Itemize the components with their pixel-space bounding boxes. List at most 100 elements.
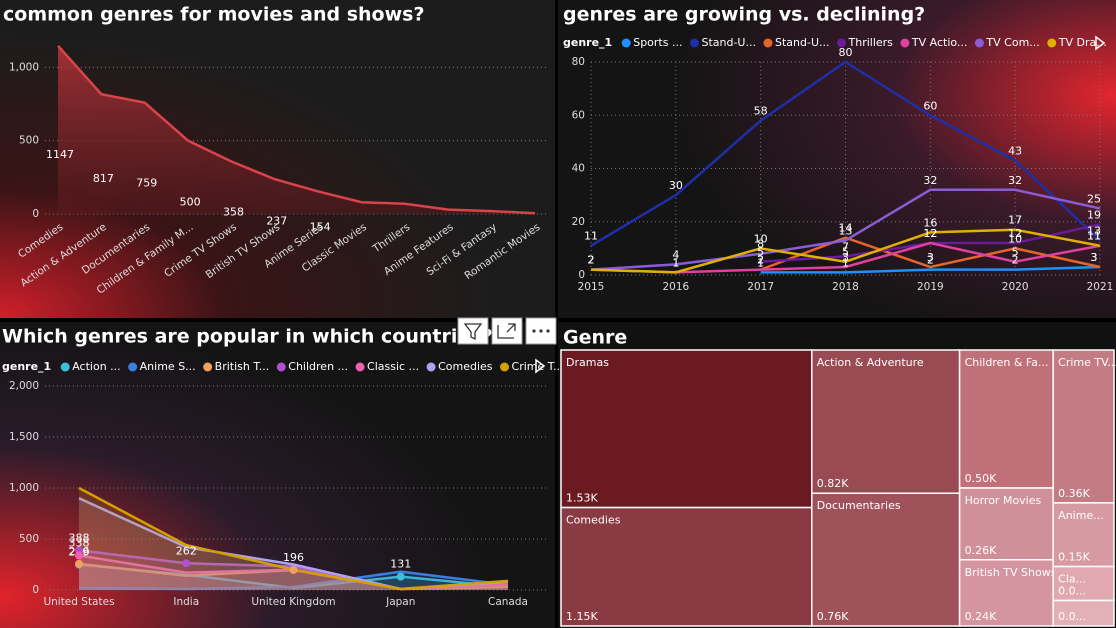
- data-point: [75, 551, 83, 560]
- panel-bg: [0, 322, 555, 628]
- y-tick-label: 0: [32, 584, 39, 596]
- tile-value: 0.36K: [1058, 487, 1090, 500]
- legend-title: genre_1: [2, 360, 51, 373]
- tile-value: 1.15K: [566, 610, 598, 623]
- y-tick-label: 20: [572, 216, 585, 228]
- data-label: 11: [584, 230, 598, 243]
- data-label: 25: [1087, 192, 1101, 205]
- legend-label: British T...: [215, 360, 270, 373]
- area-fill: [79, 563, 508, 590]
- tile-value: 0.0...: [1058, 585, 1086, 598]
- data-label: 2: [588, 254, 595, 267]
- tile-value: 0.0...: [1058, 610, 1086, 623]
- chart-title: Genre: [563, 327, 627, 349]
- legend-label: Stand-U...: [701, 36, 756, 49]
- treemap-tile: [811, 349, 961, 494]
- data-label: 3: [1091, 251, 1098, 264]
- data-label: 1: [757, 256, 764, 269]
- legend-label: Anime S...: [140, 360, 196, 373]
- data-point: [182, 559, 191, 568]
- tile-value: 0.50K: [965, 472, 997, 485]
- y-tick-label: 60: [572, 109, 585, 121]
- filter-button[interactable]: [457, 317, 489, 345]
- data-label: 13: [1087, 224, 1101, 237]
- data-label: 3: [927, 251, 934, 264]
- tile-value: 1.53K: [566, 492, 598, 505]
- legend-marker: [203, 362, 213, 372]
- tile-value: 0.76K: [817, 610, 849, 623]
- data-label: 12: [923, 227, 937, 240]
- area-fill: [58, 45, 535, 215]
- treemap-tile: [958, 349, 1054, 489]
- tile-label: Anime...: [1058, 509, 1104, 522]
- treemap-tile: [1052, 599, 1115, 627]
- data-label: 10: [754, 232, 768, 245]
- legend-marker: [974, 38, 984, 48]
- y-tick-label: 1,500: [9, 431, 39, 443]
- treemap-tile: [1052, 502, 1115, 568]
- data-label: 2: [588, 254, 595, 267]
- y-tick-label: 1,000: [9, 482, 39, 494]
- y-tick-label: 40: [572, 163, 585, 175]
- legend-marker: [621, 38, 631, 48]
- y-tick-label: 0: [32, 208, 39, 220]
- data-point: [396, 572, 405, 581]
- data-label: 30: [669, 179, 683, 192]
- y-tick-label: 500: [19, 135, 39, 147]
- data-label: 131: [390, 558, 411, 571]
- legend-marker: [128, 362, 138, 372]
- legend-scroll[interactable]: [1095, 35, 1106, 51]
- x-tick-label: 2018: [832, 281, 859, 293]
- data-label: 4: [672, 248, 679, 261]
- tile-label: Crime TV...: [1058, 356, 1116, 369]
- legend-label: TV Dra...: [1058, 36, 1107, 49]
- data-label: 80: [839, 46, 853, 59]
- legend-label: TV Actio...: [911, 36, 968, 49]
- data-label: 1: [672, 256, 679, 269]
- legend-marker: [500, 362, 510, 372]
- legend-marker: [355, 362, 365, 372]
- data-label: 2: [927, 254, 934, 267]
- x-tick-label: 2016: [662, 281, 689, 293]
- data-label: 3: [842, 251, 849, 264]
- legend-marker: [900, 38, 910, 48]
- tile-value: 0.24K: [965, 610, 997, 623]
- data-label: 237: [266, 215, 287, 228]
- legend-marker: [276, 362, 286, 372]
- legend-label: TV Com...: [985, 36, 1039, 49]
- more-options-button[interactable]: [525, 317, 557, 345]
- data-label: 2: [757, 254, 764, 267]
- tile-label: Cla...: [1058, 573, 1086, 586]
- data-label: 196: [283, 551, 304, 564]
- chart-title: common genres for movies and shows?: [3, 4, 425, 26]
- area-line: [57, 44, 536, 215]
- legend-label: Crime T...: [512, 360, 564, 373]
- tile-label: Documentaries: [817, 499, 901, 512]
- y-tick-label: 1,000: [9, 61, 39, 73]
- tile-label: Comedies: [566, 514, 621, 527]
- legend-marker: [763, 38, 773, 48]
- tile-value: 0.15K: [1058, 551, 1090, 564]
- data-label: 2: [757, 254, 764, 267]
- legend-label: Sports ...: [633, 36, 682, 49]
- x-tick-label: United States: [43, 596, 114, 608]
- x-tick-label: 2017: [747, 281, 774, 293]
- chart-title: Which genres are popular in which countr…: [2, 326, 493, 348]
- data-label: 1147: [46, 148, 74, 161]
- focus-mode-button[interactable]: [491, 317, 523, 345]
- data-label: 7: [842, 240, 849, 253]
- legend-label: Children ...: [288, 360, 348, 373]
- data-label: 43: [1008, 145, 1022, 158]
- data-label: 17: [1008, 214, 1022, 227]
- data-label: 13: [839, 224, 853, 237]
- tile-label: Children & Fa...: [965, 356, 1049, 369]
- data-label: 60: [923, 99, 937, 112]
- data-label: 12: [1008, 227, 1022, 240]
- data-label: 11: [1087, 230, 1101, 243]
- legend-label: Thrillers: [848, 36, 894, 49]
- legend-scroll[interactable]: [535, 358, 546, 374]
- data-label: 32: [923, 174, 937, 187]
- tile-value: 0.82K: [817, 477, 849, 490]
- treemap-tile: [560, 506, 813, 627]
